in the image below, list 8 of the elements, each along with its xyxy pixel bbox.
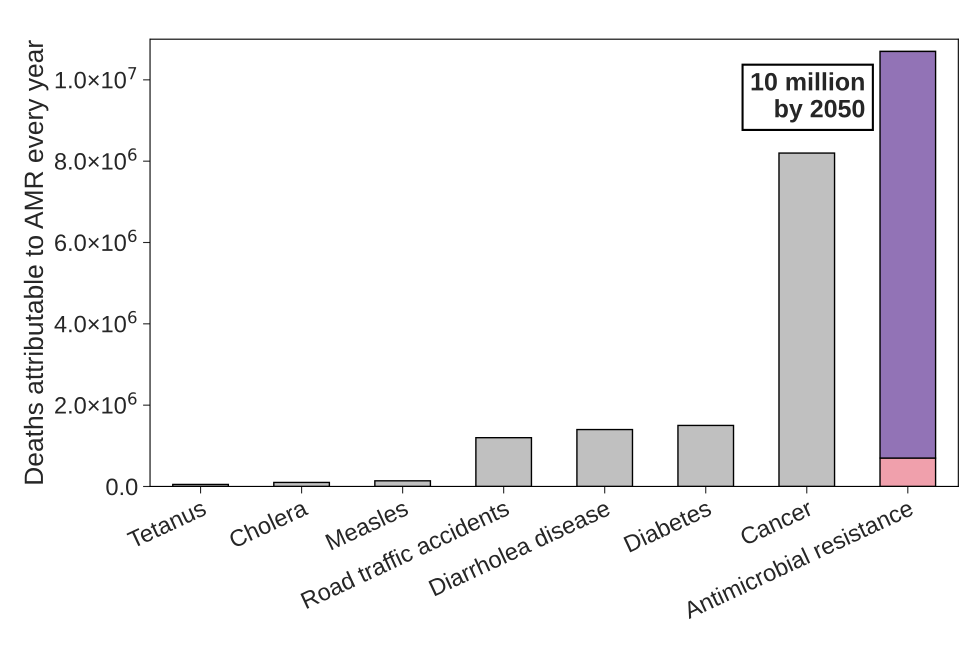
y-axis-title: Deaths attributable to AMR every year — [24, 40, 48, 484]
annotation: 10 million by 2050 — [752, 72, 864, 122]
y-tick-label: 2.0×10$^{6}$ — [55, 392, 137, 414]
y-tick-label: 8.0×10$^{6}$ — [54, 148, 137, 170]
y-tick-label: 0.0 — [106, 478, 138, 496]
y-tick-label: 1.0×10$^{7}$ — [56, 67, 136, 88]
y-tick-label: 4.0×10$^{6}$ — [54, 310, 137, 332]
y-tick-label: 6.0×10$^{6}$ — [55, 230, 137, 252]
